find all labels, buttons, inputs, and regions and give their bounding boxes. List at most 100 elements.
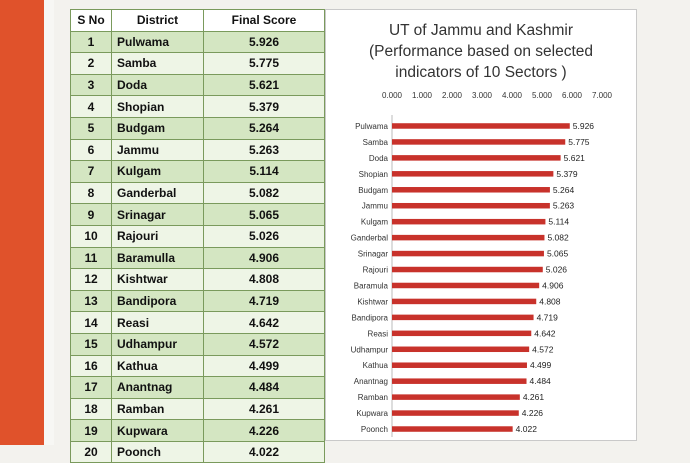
table-row: 12 Kishtwar 4.808 (70, 268, 325, 291)
category-label: Srinagar (358, 250, 389, 259)
cell-district: Doda (111, 73, 204, 97)
table-row: 10 Rajouri 5.026 (70, 224, 325, 248)
category-label: Doda (369, 154, 389, 163)
cell-sno: 3 (70, 73, 112, 97)
header-sno: S No (70, 9, 112, 32)
cell-district: Kishtwar (111, 268, 204, 291)
bar (392, 171, 554, 177)
chart-title-line-2: (Performance based on selected (368, 43, 594, 60)
cell-district: Ramban (111, 397, 204, 421)
bar-data-label: 5.379 (556, 169, 578, 179)
chart-title-line-3: indicators of 10 Sectors ) (395, 64, 567, 81)
bar (392, 234, 545, 241)
header-final-score: Final Score (203, 9, 325, 32)
bar (392, 410, 519, 416)
bar-data-label: 4.642 (534, 328, 556, 338)
cell-sno: 13 (70, 289, 112, 313)
cell-final-score: 4.719 (203, 289, 325, 313)
header-district: District (111, 9, 204, 32)
district-score-table: S No District Final Score 1 Pulwama 5.926 2… (70, 9, 325, 463)
bar-data-label: 4.484 (530, 376, 552, 386)
bar-data-label: 4.261 (523, 392, 545, 402)
bar (392, 155, 561, 161)
cell-final-score: 5.263 (203, 138, 325, 162)
x-tick-label: 5.000 (532, 91, 553, 100)
table-row: 4 Shopian 5.379 (70, 95, 325, 118)
cell-final-score: 4.226 (203, 419, 325, 442)
x-tick-label: 4.000 (502, 91, 523, 100)
bar-data-label: 5.026 (546, 265, 568, 275)
cell-district: Kulgam (111, 160, 204, 183)
category-label: Udhampur (351, 345, 389, 354)
table-row: 7 Kulgam 5.114 (70, 160, 325, 183)
cell-district: Kathua (111, 354, 204, 378)
category-label: Bandipora (352, 313, 389, 322)
category-label: Kathua (363, 361, 389, 370)
bar-data-label: 5.263 (553, 201, 575, 211)
category-label: Rajouri (363, 266, 389, 275)
cell-sno: 14 (70, 311, 112, 334)
table-row: 6 Jammu 5.263 (70, 138, 325, 162)
cell-district: Anantnag (111, 376, 204, 399)
bar-data-label: 5.082 (547, 233, 569, 243)
cell-final-score: 4.808 (203, 268, 325, 291)
bar (392, 362, 527, 368)
bar-data-label: 4.906 (542, 280, 564, 290)
table-row: 2 Samba 5.775 (70, 52, 325, 75)
x-tick-label: 7.000 (592, 91, 613, 100)
category-label: Ramban (358, 393, 388, 402)
bar-data-label: 4.499 (530, 360, 552, 370)
bar-data-label: 5.264 (553, 185, 575, 195)
cell-sno: 10 (70, 224, 112, 248)
cell-district: Samba (111, 52, 204, 75)
cell-sno: 1 (70, 30, 112, 54)
table-row: 11 Baramulla 4.906 (70, 246, 325, 270)
bar (392, 123, 570, 129)
table-row: 1 Pulwama 5.926 (70, 30, 325, 54)
cell-sno: 17 (70, 376, 112, 399)
cell-district: Ganderbal (111, 181, 204, 205)
divider-strip (44, 0, 54, 445)
category-label: Kulgam (361, 218, 388, 227)
cell-district: Reasi (111, 311, 204, 334)
table-row: 18 Ramban 4.261 (70, 397, 325, 421)
table-row: 3 Doda 5.621 (70, 73, 325, 97)
bar-data-label: 5.775 (568, 137, 590, 147)
cell-district: Budgam (111, 116, 204, 140)
bar (392, 282, 540, 289)
cell-district: Udhampur (111, 332, 204, 356)
cell-district: Pulwama (111, 30, 204, 54)
cell-sno: 7 (70, 160, 112, 183)
cell-district: Bandipora (111, 289, 204, 313)
category-label: Jammu (362, 202, 388, 211)
accent-bar (0, 0, 44, 445)
cell-district: Baramulla (111, 246, 204, 270)
category-label: Budgam (358, 186, 388, 195)
cell-district: Jammu (111, 138, 204, 162)
cell-final-score: 5.065 (203, 203, 325, 226)
bar-data-label: 4.022 (516, 424, 538, 434)
x-tick-label: 6.000 (562, 91, 583, 100)
cell-final-score: 4.906 (203, 246, 325, 270)
cell-district: Rajouri (111, 224, 204, 248)
cell-final-score: 5.379 (203, 95, 325, 118)
cell-final-score: 4.642 (203, 311, 325, 334)
bar-data-label: 5.926 (573, 121, 595, 131)
cell-final-score: 5.114 (203, 160, 325, 183)
table-row: 13 Bandipora 4.719 (70, 289, 325, 313)
table-body: 1 Pulwama 5.926 2 Samba 5.775 3 Doda 5.621 4 Shopi… (70, 30, 325, 463)
cell-final-score: 5.026 (203, 224, 325, 248)
cell-district: Srinagar (111, 203, 204, 226)
cell-final-score: 5.926 (203, 30, 325, 54)
cell-sno: 5 (70, 116, 112, 140)
cell-sno: 16 (70, 354, 112, 378)
category-label: Baramula (354, 281, 389, 290)
bar (392, 139, 566, 145)
bar (392, 426, 513, 432)
category-label: Anantnag (354, 377, 388, 386)
x-tick-label: 0.000 (382, 91, 403, 100)
category-label: Ganderbal (351, 234, 389, 243)
cell-sno: 18 (70, 397, 112, 421)
cell-sno: 15 (70, 332, 112, 356)
x-tick-label: 2.000 (442, 91, 463, 100)
